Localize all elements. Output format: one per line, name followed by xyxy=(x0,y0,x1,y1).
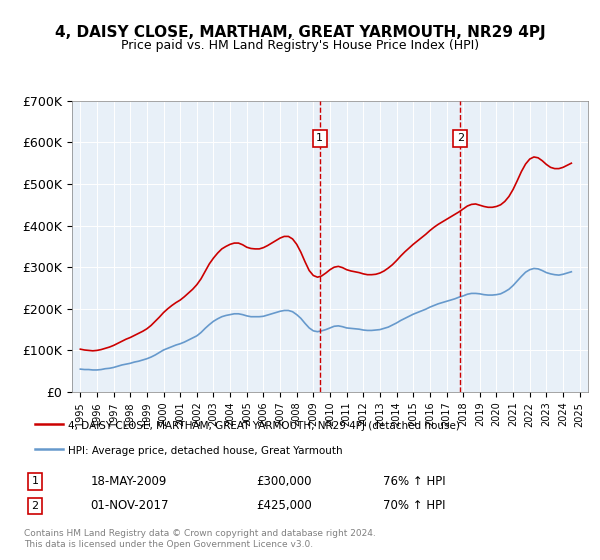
Text: HPI: Average price, detached house, Great Yarmouth: HPI: Average price, detached house, Grea… xyxy=(68,446,343,456)
Text: 18-MAY-2009: 18-MAY-2009 xyxy=(90,475,167,488)
Text: £425,000: £425,000 xyxy=(256,500,311,512)
Text: 1: 1 xyxy=(32,476,38,486)
Text: 4, DAISY CLOSE, MARTHAM, GREAT YARMOUTH, NR29 4PJ (detached house): 4, DAISY CLOSE, MARTHAM, GREAT YARMOUTH,… xyxy=(68,421,460,431)
Text: 76% ↑ HPI: 76% ↑ HPI xyxy=(383,475,445,488)
Text: 2: 2 xyxy=(31,501,38,511)
Text: 4, DAISY CLOSE, MARTHAM, GREAT YARMOUTH, NR29 4PJ: 4, DAISY CLOSE, MARTHAM, GREAT YARMOUTH,… xyxy=(55,25,545,40)
Text: £300,000: £300,000 xyxy=(256,475,311,488)
Text: Price paid vs. HM Land Registry's House Price Index (HPI): Price paid vs. HM Land Registry's House … xyxy=(121,39,479,52)
Text: 2: 2 xyxy=(457,133,464,143)
Text: Contains HM Land Registry data © Crown copyright and database right 2024.
This d: Contains HM Land Registry data © Crown c… xyxy=(24,529,376,549)
Text: 1: 1 xyxy=(316,133,323,143)
Text: 01-NOV-2017: 01-NOV-2017 xyxy=(90,500,169,512)
Text: 70% ↑ HPI: 70% ↑ HPI xyxy=(383,500,445,512)
